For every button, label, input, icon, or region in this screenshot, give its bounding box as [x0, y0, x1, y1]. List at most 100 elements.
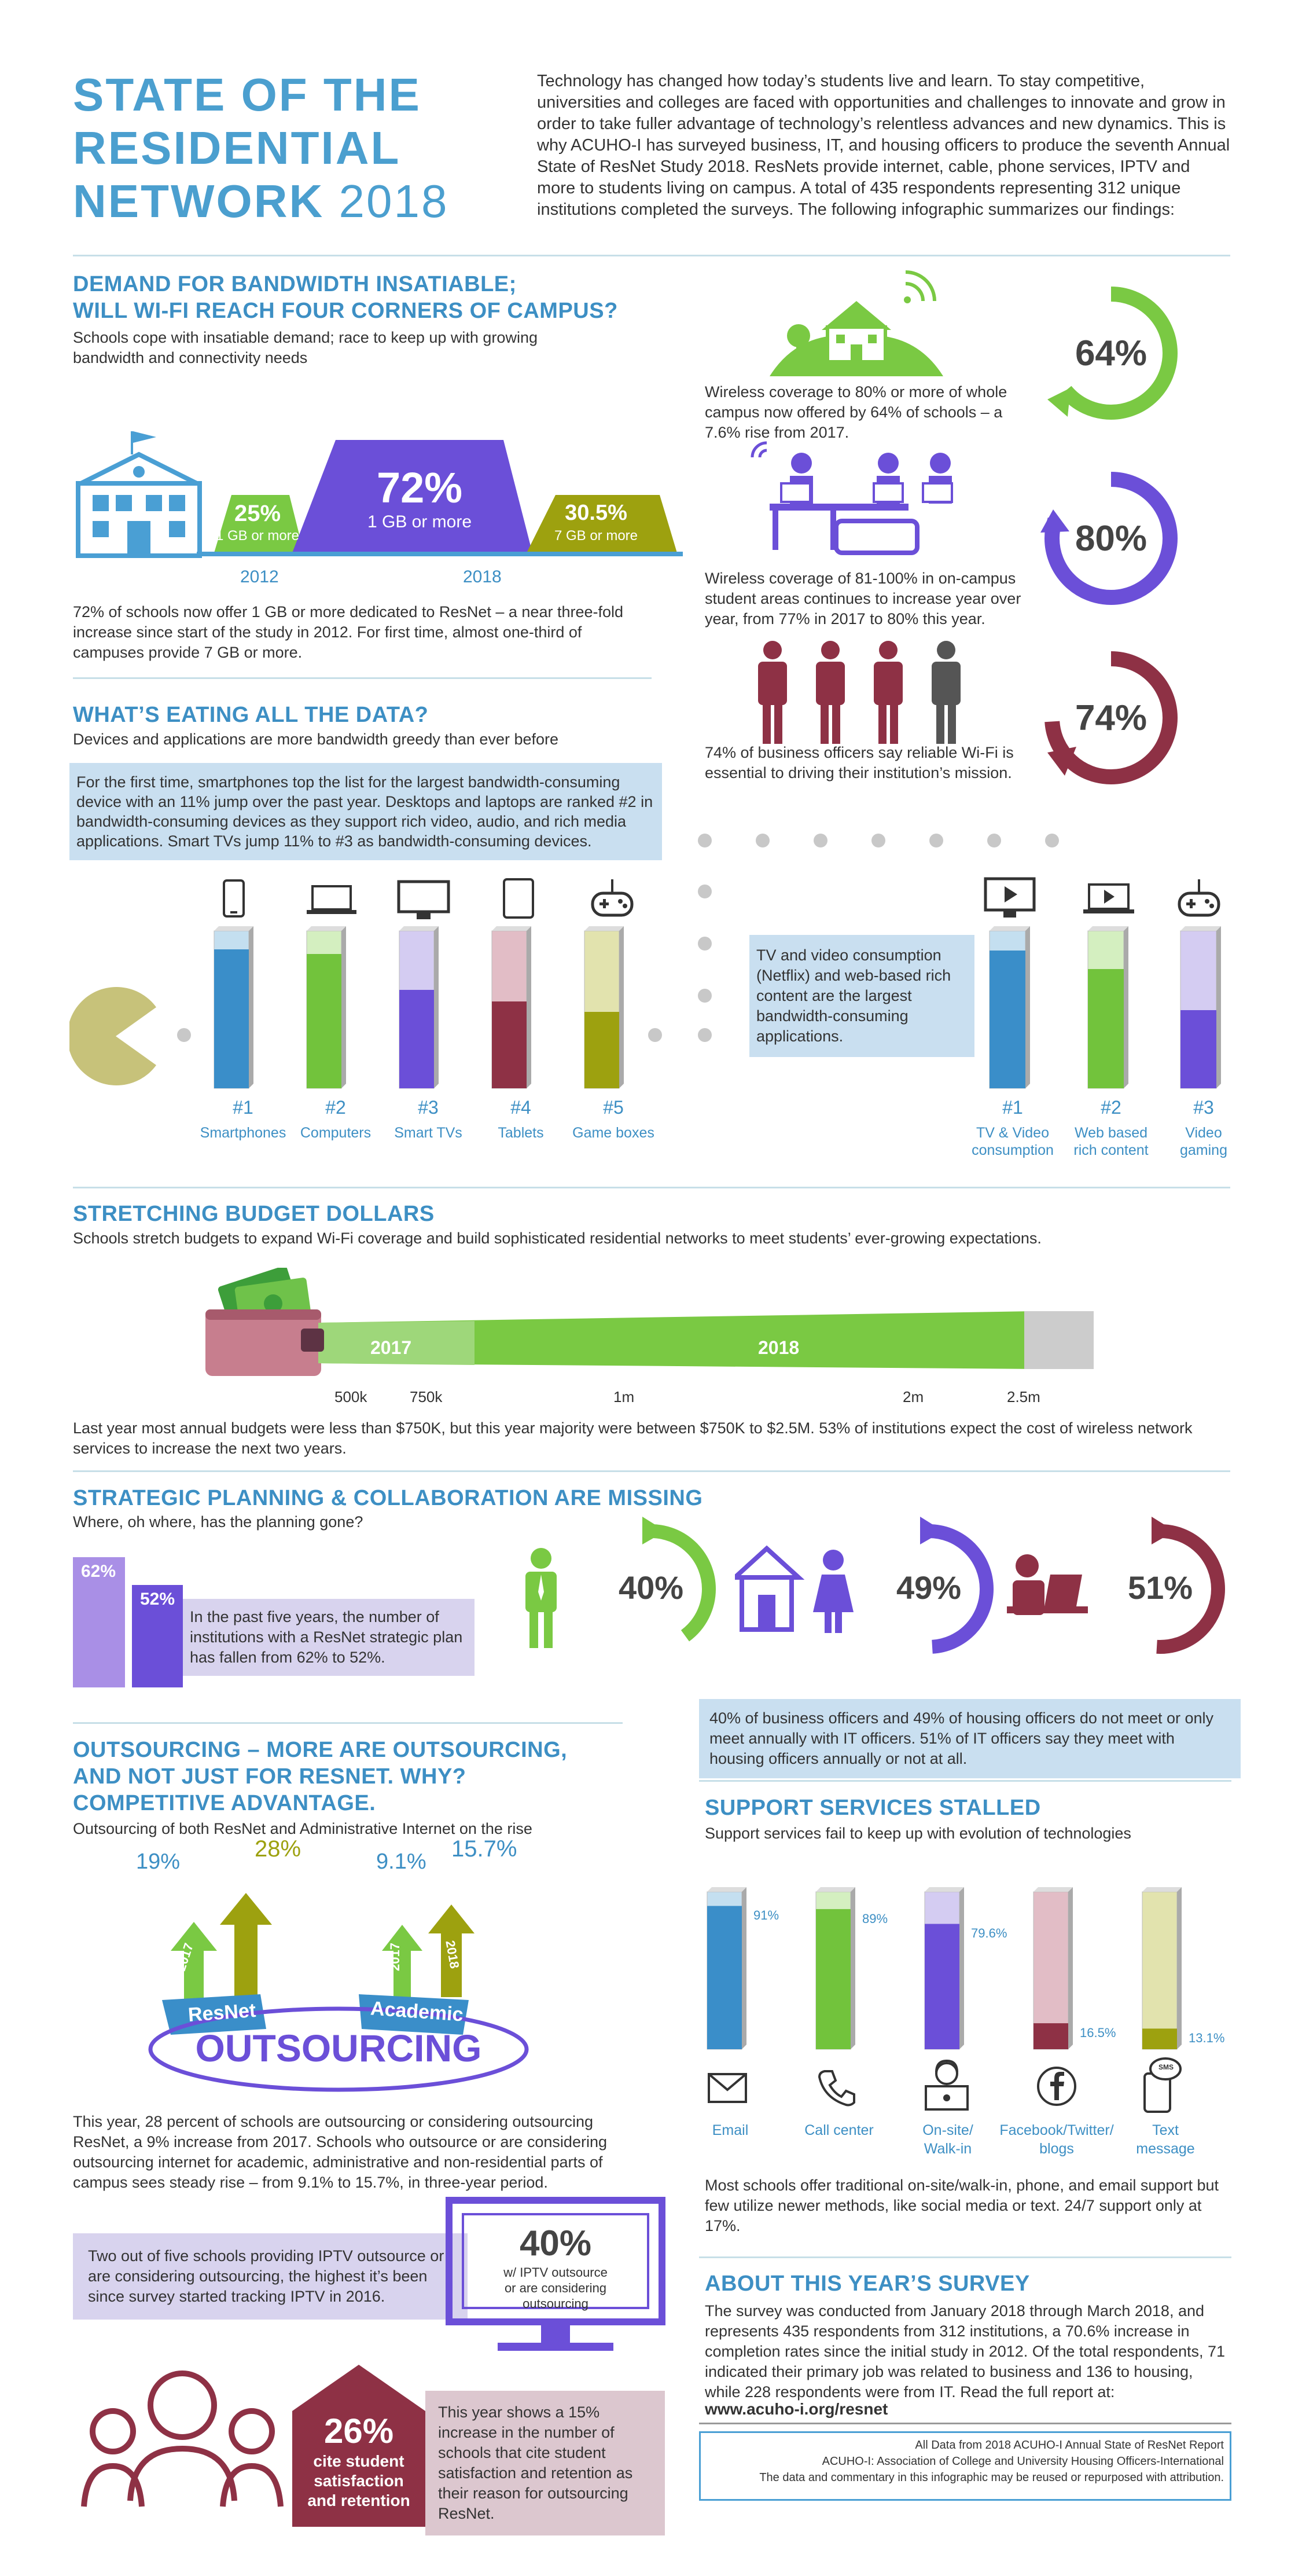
budget-tick: 500k [334, 1388, 367, 1406]
laptop-icon [307, 885, 356, 914]
device-label: Tablets [498, 1125, 544, 1141]
title-network: NETWORK [73, 175, 325, 227]
budget-tick: 750k [410, 1388, 443, 1406]
resnet-label: ResNet [187, 1999, 257, 2027]
support-bar [1033, 1887, 1073, 2050]
tv-value: 40% [519, 2223, 592, 2263]
sms-label: SMS [1158, 2063, 1174, 2071]
app-rank: #1 [1002, 1097, 1023, 1118]
plan-bar-52 [132, 1585, 183, 1687]
stat1-text: Wireless coverage to 80% or more of whol… [705, 383, 1007, 441]
demand-subtitle: Schools cope with insatiable demand; rac… [73, 329, 538, 366]
footer-credits: All Data from 2018 ACUHO-I Annual State … [709, 2437, 1224, 2486]
academic-banner [359, 1994, 469, 2035]
support-label: blogs [1039, 2141, 1074, 2157]
bar-tablets [491, 926, 531, 1089]
support-subtitle: Support services fail to keep up with ev… [705, 1825, 1131, 1842]
bar-2018-30 [527, 495, 677, 553]
device-rank: #4 [510, 1097, 531, 1118]
outsourcing-heading: OUTSOURCING – MORE ARE OUTSOURCING, AND … [73, 1737, 567, 1817]
footer-box [699, 2431, 1231, 2501]
planning-box: In the past five years, the number of in… [183, 1599, 475, 1676]
support-value: 89% [862, 1911, 888, 1926]
wallet-icon [205, 1309, 321, 1376]
divider [73, 677, 652, 679]
support-label: Walk-in [924, 2141, 972, 2157]
smartphone-icon [223, 879, 245, 918]
budget-tick: 2m [903, 1388, 924, 1406]
ring-40 [586, 1517, 716, 1654]
demand-heading: DEMAND FOR BANDWIDTH INSATIABLE; WILL WI… [73, 271, 618, 324]
ring-51 [1095, 1517, 1225, 1654]
support-label: Call center [804, 2122, 874, 2138]
demand-text: 72% of schools now offer 1 GB or more de… [73, 603, 624, 661]
app-rank: #2 [1101, 1097, 1121, 1118]
arrow-resnet-2017 [171, 1922, 217, 2012]
title-line-3: NETWORK 2018 [73, 175, 448, 228]
ring-74 [1044, 651, 1178, 784]
support-value: 16.5% [1080, 2025, 1116, 2041]
house-value: 26% [323, 2412, 394, 2450]
demand-heading-1: DEMAND FOR BANDWIDTH INSATIABLE; [73, 272, 517, 296]
tv-caption-1: w/ IPTV outsource [503, 2265, 608, 2280]
dots-path [177, 834, 1059, 1042]
campus-wifi-icon [770, 270, 943, 376]
business-officer-icon [525, 1548, 557, 1648]
smart-tv-icon [397, 880, 450, 919]
house-caption-2: satisfaction [314, 2472, 404, 2490]
stat2-text: Wireless coverage of 81-100% in on-campu… [705, 570, 1021, 628]
resnet-2018-value: 28% [255, 1836, 301, 1862]
bw-2012-sub: 1 GB or more [215, 528, 300, 544]
footer-line-1: All Data from 2018 ACUHO-I Annual State … [915, 2439, 1224, 2452]
bw-2018-7gb-value: 30.5% [565, 501, 627, 525]
laptop-play-icon [1083, 883, 1134, 913]
support-text: Most schools offer traditional on-site/w… [705, 2177, 1219, 2234]
app-label: rich content [1073, 1142, 1149, 1158]
divider [73, 1470, 1230, 1472]
footer-line-3: The data and commentary in this infograp… [759, 2471, 1224, 2484]
app-label: gaming [1180, 1142, 1227, 1158]
bw-2018-value: 72% [376, 464, 463, 512]
academic-2018-value: 15.7% [451, 1836, 517, 1862]
bar-tv-video [989, 926, 1030, 1089]
support-label: message [1136, 2141, 1195, 2157]
stat1-value: 64% [1075, 333, 1147, 373]
budget-wallet-graphic [205, 1268, 1094, 1376]
device-rank: #5 [603, 1097, 624, 1118]
facebook-icon [1037, 2067, 1076, 2106]
iptv-tv-icon [446, 2197, 665, 2351]
divider [73, 1187, 1230, 1188]
planning-heading: STRATEGIC PLANNING & COLLABORATION ARE M… [73, 1486, 703, 1510]
academic-2017-value: 9.1% [376, 1850, 426, 1874]
plan-62-label: 62% [81, 1562, 116, 1581]
bandwidth-chart [197, 440, 683, 556]
title-line-2: RESIDENTIAL [73, 122, 401, 174]
ring-40-value: 40% [618, 1569, 684, 1606]
demand-heading-2: WILL WI-FI REACH FOUR CORNERS OF CAMPUS? [73, 299, 618, 323]
retention-box: This year shows a 15% increase in the nu… [425, 2391, 665, 2535]
bar-computers [306, 926, 346, 1089]
support-label: Text [1152, 2122, 1179, 2138]
support-chart [707, 1887, 1182, 2050]
report-link[interactable]: www.acuho-i.org/resnet [705, 2400, 888, 2418]
tv-caption-3: outsourcing [523, 2296, 589, 2311]
device-rank: #3 [418, 1097, 439, 1118]
school-building-icon [76, 431, 202, 558]
outsourcing-subtitle: Outsourcing of both ResNet and Administr… [73, 1820, 532, 1837]
support-label: On-site/ [922, 2122, 973, 2138]
bar-2018-72 [292, 440, 532, 553]
arrow-academic-2017 [382, 1925, 422, 2012]
device-bars [214, 926, 624, 1089]
page-title: STATE OF THE RESIDENTIAL NETWORK 2018 [73, 68, 448, 228]
title-line-1: STATE OF THE [73, 69, 421, 120]
divider [699, 1780, 1231, 1782]
eating-box: For the first time, smartphones top the … [69, 763, 662, 860]
outsourcing-text: This year, 28 percent of schools are out… [73, 2113, 607, 2191]
support-value: 79.6% [971, 1926, 1007, 1941]
year-2012: 2012 [240, 567, 279, 586]
phone-icon [818, 2070, 855, 2107]
budget-tick: 1m [613, 1388, 635, 1406]
students-computers-icon [751, 441, 953, 555]
budget-tick: 2.5m [1007, 1388, 1040, 1406]
device-label: Computers [300, 1125, 372, 1141]
